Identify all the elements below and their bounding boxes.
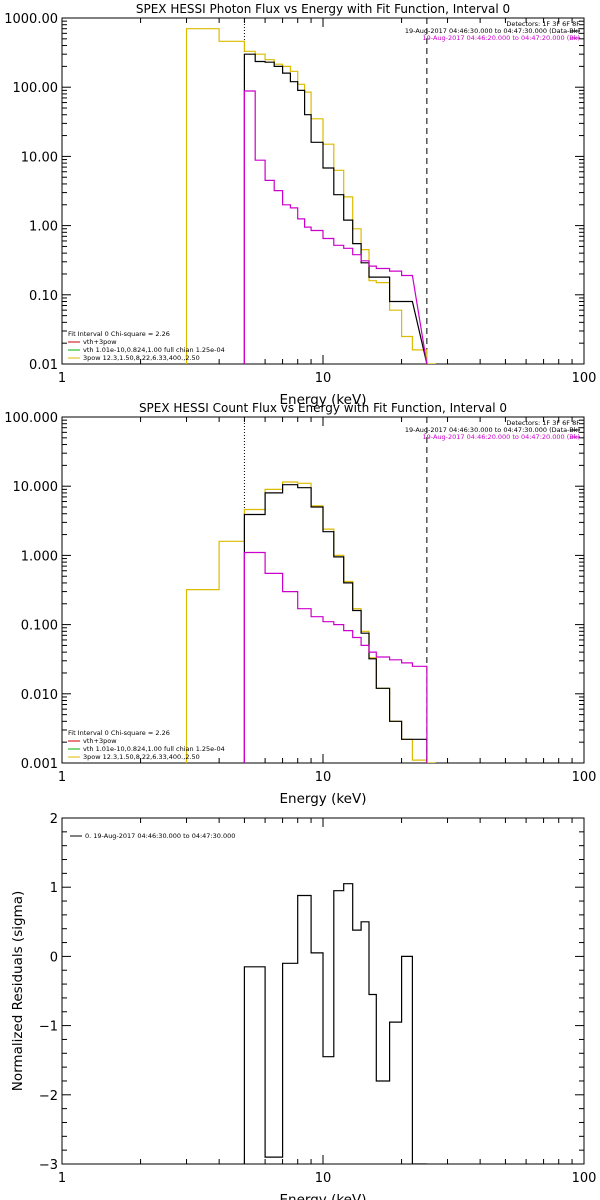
y-tick-label: 1.00 xyxy=(29,220,58,235)
legend-bottomleft-entry: vth+3pow xyxy=(83,338,117,346)
legend-bottomleft-entry: vth 1.01e-10,0.824,1.00 full chian 1.25e… xyxy=(83,745,225,753)
legend-bottomleft-entry: Fit Interval 0 Chi-square = 2.26 xyxy=(68,729,170,737)
legend-bottomleft-entry: vth+3pow xyxy=(83,737,117,745)
y-tick-label: 0.001 xyxy=(21,757,58,772)
legend-topright-entry: 19-Aug-2017 04:46:20.000 to 04:47:20.000… xyxy=(423,34,580,42)
y-tick-label: 2 xyxy=(50,812,58,827)
y-tick-label: 0 xyxy=(50,950,58,965)
y-tick-label: 100.000 xyxy=(4,411,58,426)
series-1-histogram xyxy=(243,883,427,1164)
series-3-histogram xyxy=(243,90,428,364)
series-group xyxy=(185,481,436,763)
legend-bottomleft-entry: 3pow 12.3,1.50,8.22,6.33,400.,2.50 xyxy=(83,354,200,362)
y-tick-label: 100.00 xyxy=(13,81,59,96)
legend-topright-entry: Detectors: 1F 3F 6F 8F xyxy=(506,419,580,427)
x-tick-label: 100 xyxy=(572,1171,597,1186)
chart-title: SPEX HESSI Count Flux vs Energy with Fit… xyxy=(139,401,507,415)
y-tick-label: −3 xyxy=(39,1158,58,1173)
chart-title: SPEX HESSI Photon Flux vs Energy with Fi… xyxy=(136,2,510,16)
series-3-histogram xyxy=(243,551,428,763)
legend-topleft-entry: 0. 19-Aug-2017 04:46:30.000 to 04:47:30.… xyxy=(85,832,235,840)
y-tick-label: 0.100 xyxy=(21,619,58,634)
series-group xyxy=(243,883,427,1164)
plot-frame xyxy=(61,416,585,764)
chart-2: SPEX HESSI Count Flux vs Energy with Fit… xyxy=(4,401,596,807)
y-tick-label: −1 xyxy=(39,1020,58,1035)
x-tick-label: 10 xyxy=(315,371,332,386)
y-tick-label: 10.000 xyxy=(13,480,59,495)
x-axis-label: Energy (keV) xyxy=(280,791,367,807)
x-tick-label: 1 xyxy=(58,371,66,386)
y-tick-label: 10.00 xyxy=(21,150,58,165)
y-tick-label: 1000.00 xyxy=(4,12,58,27)
x-tick-label: 10 xyxy=(315,1171,332,1186)
x-tick-label: 100 xyxy=(572,770,597,785)
legend-topright-entry: 19-Aug-2017 04:46:30.000 to 04:47:30.000… xyxy=(405,27,580,35)
series-group xyxy=(185,28,436,364)
y-tick-label: 0.01 xyxy=(29,358,58,373)
y-axis-label: Normalized Residuals (sigma) xyxy=(10,891,26,1092)
series-2-histogram xyxy=(243,484,428,763)
x-tick-label: 100 xyxy=(572,371,597,386)
x-axis-label: Energy (keV) xyxy=(280,1192,367,1200)
legend-topright-entry: 19-Aug-2017 04:46:20.000 to 04:47:20.000… xyxy=(423,433,580,441)
x-tick-label: 1 xyxy=(58,770,66,785)
y-tick-label: −2 xyxy=(39,1089,58,1104)
legend-bottomleft-entry: 3pow 12.3,1.50,8.22,6.33,400.,2.50 xyxy=(83,753,200,761)
chart-1: SPEX HESSI Photon Flux vs Energy with Fi… xyxy=(4,2,596,408)
y-tick-label: 0.10 xyxy=(29,289,58,304)
plot-frame xyxy=(61,17,585,365)
x-tick-label: 10 xyxy=(315,770,332,785)
x-axis-label: Energy (keV) xyxy=(280,392,367,408)
legend-bottomleft-entry: vth 1.01e-10,0.824,1.00 full chian 1.25e… xyxy=(83,346,225,354)
y-tick-label: 1.000 xyxy=(21,549,58,564)
y-tick-label: 1 xyxy=(50,881,58,896)
legend-topright-entry: 19-Aug-2017 04:46:30.000 to 04:47:30.000… xyxy=(405,426,580,434)
y-tick-label: 0.010 xyxy=(21,688,58,703)
x-tick-label: 1 xyxy=(58,1171,66,1186)
series-1-histogram xyxy=(185,28,436,364)
legend-bottomleft-entry: Fit Interval 0 Chi-square = 2.26 xyxy=(68,330,170,338)
legend-topright-entry: Detectors: 1F 3F 6F 8F xyxy=(506,20,580,28)
series-2-histogram xyxy=(243,53,428,364)
